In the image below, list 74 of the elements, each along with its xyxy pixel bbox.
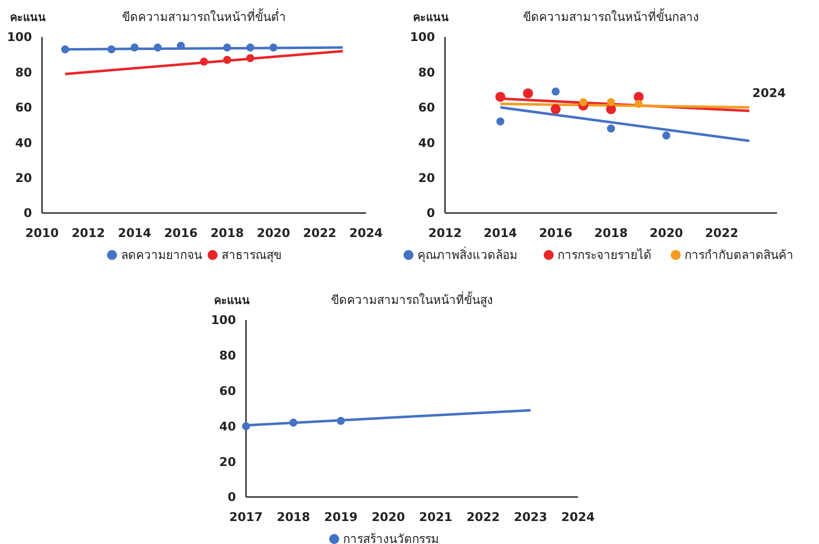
- x-tick-label: 2024: [561, 510, 595, 524]
- x-tick-label: 2021: [419, 510, 452, 524]
- x-tick-label: 2018: [594, 226, 628, 240]
- point: [550, 104, 561, 114]
- x-tick-label: 2018: [276, 510, 310, 524]
- point: [579, 98, 588, 106]
- y-tick-label: 100: [6, 30, 32, 44]
- x-tick-label: 2020: [650, 226, 684, 240]
- x-tick-label: 2017: [229, 510, 263, 524]
- point: [223, 44, 232, 52]
- y-tick-label: 60: [418, 100, 435, 115]
- legend-label: สาธารณสุข: [222, 248, 282, 264]
- x-tick-label: 2012: [72, 226, 105, 240]
- annotation: 2024: [752, 86, 786, 100]
- point: [223, 56, 232, 64]
- point: [176, 42, 185, 50]
- point: [246, 54, 254, 62]
- point: [607, 124, 615, 133]
- y-tick-label: 100: [410, 30, 435, 44]
- x-tick-label: 2012: [428, 226, 462, 240]
- point: [523, 88, 533, 98]
- y-tick-label: 40: [15, 136, 32, 150]
- legend-label: การกำกับตลาดสินค้า: [684, 248, 794, 262]
- x-tick-label: 2024: [349, 226, 383, 240]
- y-tick-label: 60: [219, 384, 236, 398]
- y-tick-label: 40: [219, 419, 236, 434]
- point: [130, 44, 139, 52]
- point: [154, 44, 162, 52]
- chart-title: ขีดความสามารถในหน้าที่ขั้นต่ำ: [122, 8, 286, 24]
- x-tick-label: 2022: [303, 226, 336, 240]
- y-tick-label: 0: [228, 490, 236, 504]
- y-axis-title: คะแนน: [214, 294, 250, 307]
- y-axis-title: คะแนน: [10, 11, 46, 24]
- y-tick-label: 40: [418, 136, 435, 150]
- point: [107, 45, 116, 54]
- y-tick-label: 20: [15, 171, 32, 185]
- chart-title: ขีดความสามารถในหน้าที่ขั้นสูง: [331, 291, 493, 308]
- point: [552, 88, 560, 96]
- x-tick-label: 2014: [118, 226, 152, 240]
- point: [662, 132, 670, 140]
- y-tick-label: 20: [418, 171, 435, 185]
- point: [200, 58, 208, 66]
- legend-label: การสร้างนวัตกรรม: [343, 532, 440, 544]
- y-tick-label: 0: [24, 206, 32, 220]
- point: [269, 44, 278, 52]
- y-tick-label: 100: [210, 313, 236, 328]
- x-tick-label: 2010: [25, 226, 59, 240]
- x-tick-label: 2022: [466, 510, 500, 524]
- point: [496, 117, 504, 126]
- x-tick-label: 2020: [256, 226, 290, 240]
- y-tick-label: 20: [219, 454, 236, 469]
- y-tick-label: 60: [15, 100, 32, 115]
- y-axis-title: คะแนน: [413, 11, 449, 24]
- x-tick-label: 2014: [484, 226, 518, 240]
- point: [495, 92, 506, 102]
- x-tick-label: 2016: [538, 226, 572, 240]
- point: [607, 98, 615, 106]
- legend-label: ลดความยากจน: [121, 248, 202, 262]
- y-tick-label: 80: [219, 348, 236, 363]
- chart-title: ขีดความสามารถในหน้าที่ขั้นกลาง: [523, 8, 699, 24]
- legend-label: คุณภาพสิ่งแวดล้อม: [418, 246, 518, 264]
- y-tick-label: 80: [418, 65, 435, 80]
- x-tick-label: 2023: [514, 510, 548, 524]
- point: [246, 44, 254, 52]
- x-tick-label: 2018: [210, 226, 244, 240]
- x-tick-label: 2019: [324, 510, 358, 524]
- y-tick-label: 0: [426, 206, 435, 220]
- legend-label: การกระจายรายได้: [558, 248, 652, 262]
- point: [61, 45, 70, 54]
- x-tick-label: 2016: [164, 226, 198, 240]
- x-tick-label: 2022: [704, 226, 738, 240]
- y-tick-label: 80: [15, 65, 32, 80]
- x-tick-label: 2020: [372, 510, 405, 524]
- point: [634, 100, 643, 108]
